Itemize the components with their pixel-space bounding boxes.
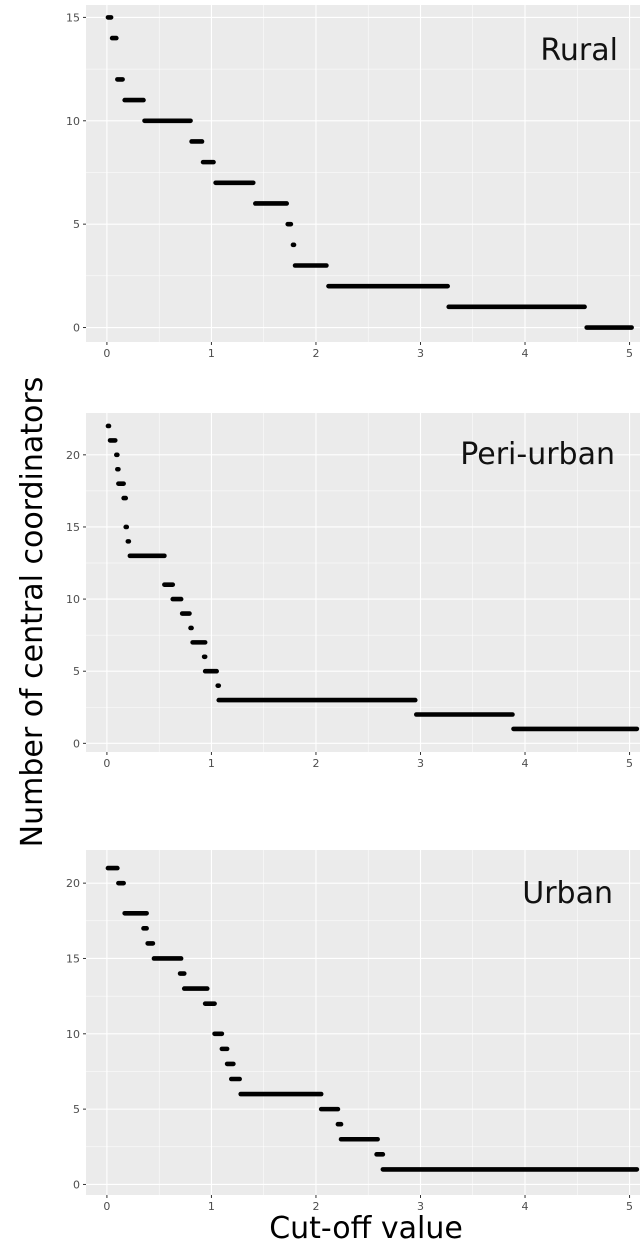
x-tick-label: 4 bbox=[522, 347, 529, 360]
x-tick-label: 0 bbox=[103, 347, 110, 360]
x-tick-label: 1 bbox=[208, 1200, 215, 1213]
y-tick-label: 5 bbox=[73, 665, 80, 678]
y-tick-label: 20 bbox=[66, 449, 80, 462]
y-tick-label: 0 bbox=[73, 322, 80, 335]
y-tick-label: 5 bbox=[73, 1103, 80, 1116]
x-axis-title: Cut-off value bbox=[269, 1211, 463, 1246]
x-tick-label: 5 bbox=[626, 1200, 633, 1213]
panel-rural: 0 1 2 3 4 5 0 5 10 15 Rural bbox=[66, 5, 640, 360]
panel-label: Urban bbox=[522, 876, 613, 911]
x-tick-label: 2 bbox=[312, 347, 319, 360]
x-tick-label: 5 bbox=[626, 757, 633, 770]
y-tick-label: 15 bbox=[66, 11, 80, 24]
x-tick-label: 0 bbox=[103, 757, 110, 770]
y-tick-label: 0 bbox=[73, 1178, 80, 1191]
panel-background bbox=[86, 413, 640, 752]
y-tick-label: 5 bbox=[73, 218, 80, 231]
y-tick-label: 10 bbox=[66, 593, 80, 606]
panel-peri-urban: 0 1 2 3 4 5 0 5 10 15 20 Peri-urban bbox=[66, 413, 640, 770]
y-axis-title: Number of central coordinators bbox=[15, 377, 50, 848]
x-tick-label: 3 bbox=[417, 1200, 424, 1213]
x-tick-label: 4 bbox=[522, 757, 529, 770]
x-tick-label: 1 bbox=[208, 347, 215, 360]
y-tick-label: 15 bbox=[66, 952, 80, 965]
panel-label: Rural bbox=[540, 33, 618, 68]
y-tick-label: 15 bbox=[66, 521, 80, 534]
y-tick-label: 20 bbox=[66, 877, 80, 890]
x-tick-label: 4 bbox=[522, 1200, 529, 1213]
x-tick-label: 2 bbox=[312, 1200, 319, 1213]
x-tick-label: 1 bbox=[208, 757, 215, 770]
y-tick-label: 10 bbox=[66, 1028, 80, 1041]
panel-label: Peri-urban bbox=[460, 437, 615, 472]
x-tick-label: 2 bbox=[312, 757, 319, 770]
y-tick-label: 10 bbox=[66, 115, 80, 128]
x-tick-label: 3 bbox=[417, 347, 424, 360]
x-tick-label: 5 bbox=[626, 347, 633, 360]
y-tick-label: 0 bbox=[73, 737, 80, 750]
panel-urban: 0 1 2 3 4 5 0 5 10 15 20 Urban bbox=[66, 850, 640, 1213]
x-tick-label: 3 bbox=[417, 757, 424, 770]
x-tick-label: 0 bbox=[103, 1200, 110, 1213]
